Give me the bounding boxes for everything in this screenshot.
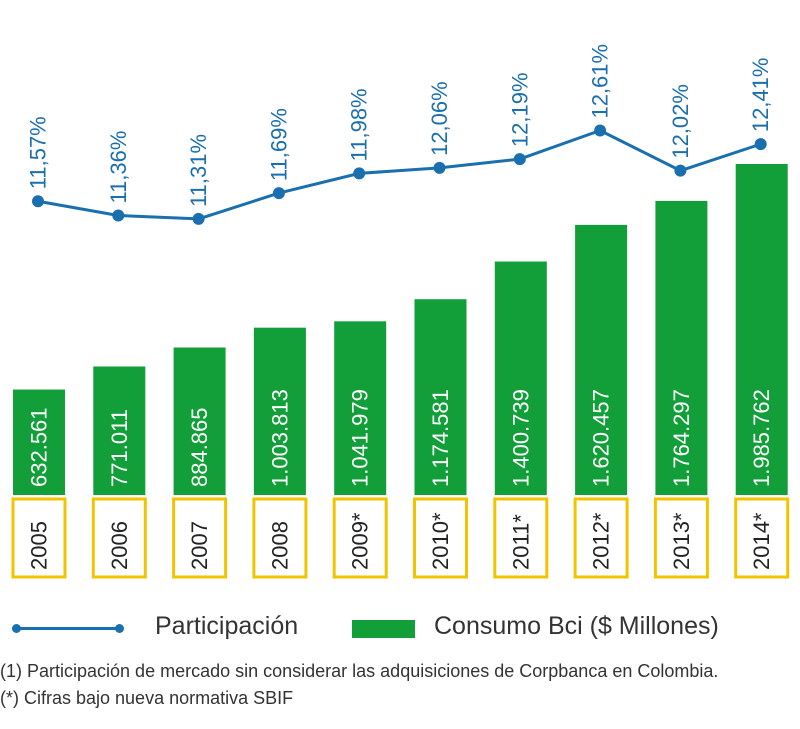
category-box [734,497,790,579]
category-box [91,497,147,579]
bars-layer: 632.561 771.011 884.865 1.003.813 1.041.979 1… [13,164,788,495]
bar-value-label: 1.041.979 [348,389,373,487]
category-boxes-layer: 2005 2006 2007 2008 2009* 2010* 2011* 2012* 2013… [11,497,790,579]
category-label: 2010* [428,512,453,570]
category-label: 2009* [348,512,373,570]
line-point [192,212,205,225]
line-value-label: 11,98% [347,88,372,161]
bar-value-label: 632.561 [27,407,52,487]
category-box [573,497,629,579]
line-value-label: 12,19% [507,72,532,147]
bar-2011* [494,261,547,495]
bar-2008 [253,327,306,495]
category-box [252,497,308,579]
bar-value-label: 1.174.581 [428,389,453,487]
bar-value-label: 771.011 [107,409,132,487]
participacion-line [37,129,762,221]
legend-line-marker [12,624,124,633]
category-label: 2011* [508,514,533,570]
bar-2013* [655,200,708,495]
line-value-label: 12,41% [748,57,773,132]
bar-value-label: 1.003.813 [267,389,292,487]
line-value-label: 12,02% [668,84,693,159]
line-value-label: 11,57% [26,116,51,189]
line-value-label: 11,36% [106,131,131,204]
category-label: 2012* [589,512,614,570]
category-box [493,497,549,579]
category-label: 2005 [27,521,52,570]
category-label: 2006 [107,521,132,570]
line-point [754,138,767,151]
line-layer: 11,57% 11,36% 11,31% 11,69% 11,98% 12,06% 12,1… [26,44,773,225]
line-point [513,153,526,166]
category-label: 2014* [749,512,774,570]
line-point [32,195,44,208]
category-box [11,497,67,579]
bar-value-label: 884.865 [187,407,212,487]
legend-label-participacion: Participación [155,612,299,640]
bar-2014* [735,164,788,495]
category-label: 2007 [187,521,212,570]
legend: Participación Consumo Bci ($ Millones) [0,608,800,648]
bar-value-label: 1.400.739 [508,389,533,487]
category-box [172,497,228,579]
bar-2012* [575,224,628,495]
line-value-label: 11,31% [186,134,211,207]
line-value-label: 12,61% [588,44,613,119]
bar-value-label: 1.764.297 [669,389,694,487]
bar-2006 [93,366,146,495]
line-value-label: 11,69% [266,108,291,181]
line-point [353,167,366,180]
legend-label-consumo: Consumo Bci ($ Millones) [434,612,719,640]
bar-2005 [13,389,65,495]
bar-2010* [414,299,467,495]
line-point [594,124,607,137]
footnote-2: (*) Cifras bajo nueva normativa SBIF [0,688,294,708]
category-box [413,497,468,579]
category-label: 2008 [267,521,292,570]
bar-value-label: 1.620.457 [589,389,614,487]
legend-bar-swatch [352,620,415,638]
line-point [674,164,687,177]
footnotes: (1) Participación de mercado sin conside… [0,658,718,712]
line-point [433,161,446,174]
footnote-1: (1) Participación de mercado sin conside… [0,661,719,681]
category-label: 2013* [669,512,694,570]
line-point [272,187,285,200]
category-box [653,497,709,579]
bar-2007 [173,347,226,495]
category-box [332,497,388,579]
combo-chart: 632.561 771.011 884.865 1.003.813 1.041.979 1… [11,44,790,579]
bar-2009* [334,321,387,495]
line-value-label: 12,06% [427,81,452,156]
bar-value-label: 1.985.762 [749,389,774,487]
line-point [112,209,125,222]
